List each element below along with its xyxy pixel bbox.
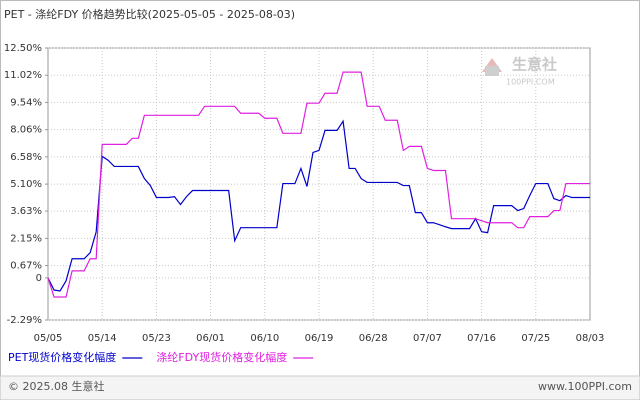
y-tick-label: 9.54% bbox=[10, 97, 42, 108]
footer-right: www.100PPI.com bbox=[538, 380, 632, 393]
x-tick-label: 05/05 bbox=[34, 333, 63, 344]
y-tick-label: -2.29% bbox=[7, 315, 42, 326]
watermark-site: 100PPI.COM bbox=[506, 78, 555, 87]
x-tick-label: 05/23 bbox=[142, 333, 171, 344]
x-tick-label: 06/10 bbox=[250, 333, 279, 344]
footer-left: © 2025.08 生意社 bbox=[8, 379, 104, 393]
series-line bbox=[47, 71, 590, 298]
x-tick-label: 05/14 bbox=[88, 333, 117, 344]
watermark-icon bbox=[485, 66, 499, 76]
x-tick-label: 06/28 bbox=[359, 333, 388, 344]
y-tick-label: 11.02% bbox=[4, 70, 42, 81]
y-tick-label: 5.10% bbox=[10, 179, 42, 190]
chart-title: PET - 涤纶FDY 价格趋势比较(2025-05-05 - 2025-08-… bbox=[4, 7, 295, 21]
x-tick-label: 08/03 bbox=[576, 333, 605, 344]
legend-label: 涤纶FDY现货价格变化幅度 bbox=[156, 350, 287, 364]
series-line bbox=[47, 119, 590, 292]
footer-band bbox=[0, 376, 640, 400]
y-tick-label: 8.06% bbox=[10, 125, 42, 136]
x-tick-label: 06/19 bbox=[305, 333, 334, 344]
x-tick-label: 06/01 bbox=[196, 333, 225, 344]
legend-label: PET现货价格变化幅度 bbox=[8, 350, 116, 364]
y-tick-label: 0 bbox=[36, 273, 42, 284]
x-tick-label: 07/16 bbox=[467, 333, 496, 344]
y-tick-label: 3.63% bbox=[10, 206, 42, 217]
y-tick-label: 2.15% bbox=[10, 233, 42, 244]
y-tick-label: 0.67% bbox=[10, 261, 42, 272]
x-tick-label: 07/07 bbox=[413, 333, 442, 344]
watermark-name: 生意社 bbox=[512, 56, 557, 74]
y-tick-label: 6.58% bbox=[10, 152, 42, 163]
y-tick-label: 12.50% bbox=[4, 43, 42, 54]
watermark: 生意社 100PPI.COM bbox=[482, 56, 557, 87]
x-tick-label: 07/25 bbox=[521, 333, 550, 344]
